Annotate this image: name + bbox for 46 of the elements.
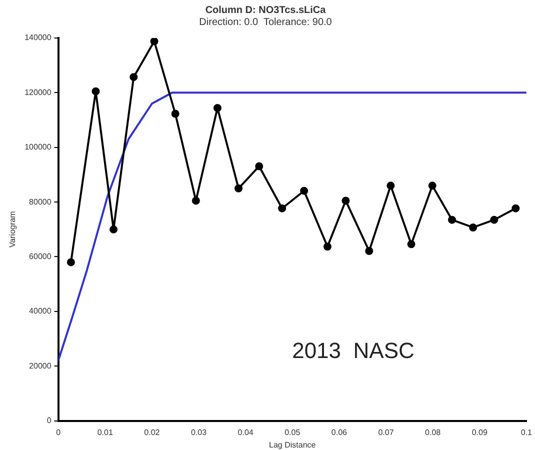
point [150, 38, 158, 46]
y-tick-label: 0 [46, 416, 52, 426]
x-tick-label: 0.02 [144, 428, 160, 437]
point [300, 186, 308, 195]
y-axis-title: Variogram [8, 210, 18, 248]
point [234, 184, 243, 192]
x-tick-label: 0.09 [472, 428, 488, 437]
y-tick-label: 100000 [24, 142, 52, 152]
annotation: 2013 NASC [292, 338, 414, 363]
point [255, 162, 264, 170]
point [365, 247, 374, 255]
point [213, 104, 222, 112]
chart-subtitle: Direction: 0.0 Tolerance: 90.0 [199, 16, 332, 28]
x-axis-title: Lag Distance [269, 440, 316, 450]
point [407, 240, 416, 248]
point [342, 196, 350, 205]
y-tick-label: 140000 [24, 33, 52, 42]
point [428, 182, 436, 190]
y-tick-label: 120000 [24, 88, 52, 97]
point [278, 204, 286, 212]
point [512, 204, 520, 212]
point [448, 216, 456, 224]
point [171, 110, 180, 118]
y-tick-label: 40000 [29, 306, 52, 316]
x-tick-label: 0.01 [97, 428, 114, 437]
point [110, 225, 118, 234]
x-tick-label: 0.05 [284, 428, 301, 437]
chart-title: Column D: NO3Tcs.sLiCa [205, 4, 326, 16]
point [130, 73, 138, 82]
point [192, 196, 200, 205]
point [469, 223, 478, 232]
point [92, 87, 100, 96]
point [386, 182, 395, 190]
y-tick-label: 80000 [29, 197, 52, 206]
x-tick-label: 0.07 [378, 428, 394, 437]
y-tick-label: 60000 [29, 252, 52, 261]
x-tick-label: 0.04 [238, 428, 254, 437]
point [490, 216, 498, 224]
x-tick-label: 0 [56, 428, 62, 437]
x-tick-label: 0.06 [331, 428, 348, 437]
x-tick-label: 0.03 [190, 428, 208, 437]
point [66, 258, 75, 266]
x-tick-label: 0.08 [425, 428, 442, 437]
y-tick-label: 20000 [29, 361, 52, 370]
x-tick-label: 0.1 [520, 428, 533, 437]
point [323, 242, 332, 251]
